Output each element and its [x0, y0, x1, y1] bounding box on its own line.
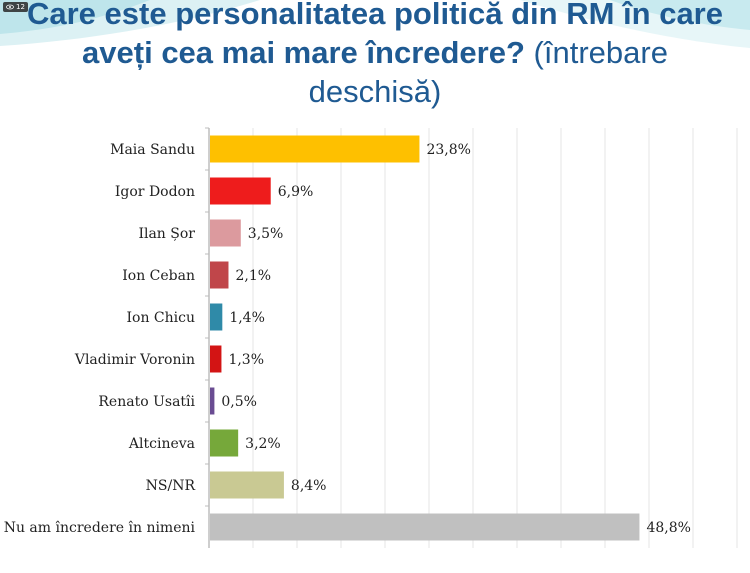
category-label: Renato Usatîi [98, 394, 195, 410]
bar [210, 513, 640, 541]
bar [210, 471, 284, 499]
bar [210, 387, 215, 415]
wave-band-4 [520, 0, 750, 48]
wave-band-2 [0, 0, 260, 46]
bar [210, 261, 229, 289]
value-label: 6,9% [278, 184, 314, 200]
axis-layer [205, 127, 210, 548]
value-label: 8,4% [291, 478, 327, 494]
title-line-1: Care este personalitatea politică din RM… [26, 0, 723, 31]
category-label: Ion Ceban [122, 268, 195, 284]
value-label: 1,4% [229, 310, 265, 326]
title-line-2-bold: aveți cea mai mare încredere? [82, 35, 525, 70]
category-label: Ion Chicu [127, 310, 196, 326]
eye-icon [6, 4, 14, 10]
title-line-2-light: (întrebare [524, 35, 668, 70]
bar [210, 219, 241, 247]
bar [210, 303, 223, 331]
value-label: 0,5% [221, 394, 257, 410]
title-line-3: deschisă) [308, 74, 442, 109]
label-layer: Maia Sandu 23,8% Igor Dodon 6,9% Ilan Șor 3,5… [4, 142, 691, 536]
header-wave-decoration [0, 0, 750, 48]
value-label: 3,5% [248, 226, 284, 242]
value-label: 3,2% [245, 436, 281, 452]
value-label: 2,1% [235, 268, 271, 284]
view-count-badge: 12 [3, 2, 28, 12]
category-label: Altcineva [128, 436, 195, 452]
wave-band-3 [610, 0, 750, 30]
bar-layer [210, 135, 640, 541]
value-label: 23,8% [426, 142, 470, 158]
category-label: Maia Sandu [110, 142, 195, 158]
category-label: Nu am încredere în nimeni [4, 520, 196, 536]
bar [210, 135, 420, 163]
category-label: Vladimir Voronin [74, 352, 195, 368]
chart-title: Care este personalitatea politică din RM… [0, 0, 750, 111]
bar [210, 345, 222, 373]
bar [210, 177, 271, 205]
value-label: 48,8% [646, 520, 690, 536]
category-label: Igor Dodon [115, 184, 195, 200]
value-label: 1,3% [228, 352, 264, 368]
view-count: 12 [16, 3, 25, 11]
category-label: NS/NR [146, 478, 196, 494]
category-label: Ilan Șor [138, 226, 195, 242]
bar [210, 429, 239, 457]
